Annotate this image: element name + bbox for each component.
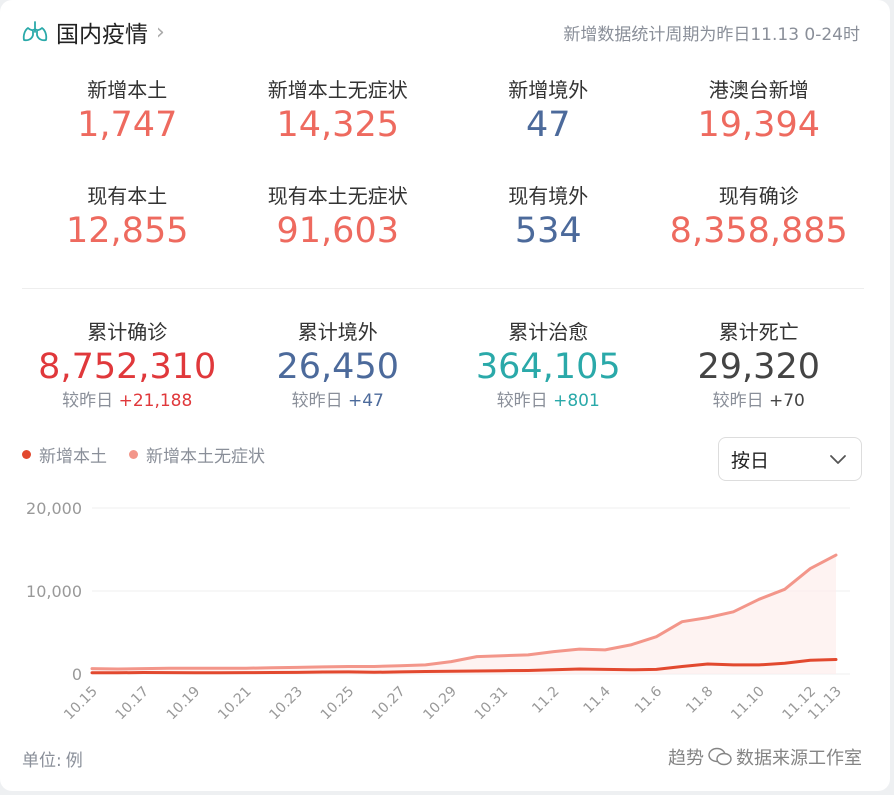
stat-value: 1,747	[77, 105, 178, 145]
x-tick-label: 10.23	[266, 684, 306, 724]
chevron-right-icon[interactable]: ›	[156, 19, 165, 45]
stat-label: 新增境外	[508, 78, 589, 102]
chart-legend: 新增本土 新增本土无症状	[22, 442, 287, 467]
series-line-new-local	[90, 658, 838, 675]
divider	[22, 288, 864, 289]
stat-label: 现有本土无症状	[267, 184, 408, 208]
stat-label: 累计治愈	[508, 320, 589, 344]
legend-label: 新增本土	[39, 447, 107, 467]
stat-value: 12,855	[66, 211, 189, 251]
stats-row-cumulative: 累计确诊 8,752,310 较昨日 +21,188 累计境外 26,450 较…	[22, 318, 864, 412]
page-title[interactable]: 国内疫情	[56, 22, 148, 48]
stat-value: 26,450	[276, 347, 399, 387]
stat-value: 91,603	[276, 211, 399, 251]
wechat-icon	[708, 747, 732, 766]
stat-total-imported: 累计境外 26,450 较昨日 +47	[233, 318, 444, 412]
trend-chart: 0 10,000 20,000 10.15 10.17 10.19 10.21 10.23 10…	[26, 499, 850, 724]
stat-total-deaths: 累计死亡 29,320 较昨日 +70	[654, 318, 865, 412]
stat-current-local: 现有本土 12,855	[22, 182, 233, 254]
x-tick-label: 10.27	[369, 684, 409, 724]
x-tick-label: 10.19	[164, 684, 204, 724]
lung-icon	[22, 21, 48, 42]
stat-label: 累计境外	[297, 320, 378, 344]
stat-label: 累计死亡	[718, 320, 799, 344]
x-tick-label: 10.29	[420, 684, 460, 724]
legend-label: 新增本土无症状	[146, 447, 265, 467]
stat-value: 364,105	[475, 347, 621, 387]
stat-label: 现有境外	[508, 184, 589, 208]
series-line-new-local-asymptomatic	[90, 553, 838, 671]
stats-row-new: 新增本土 1,747 新增本土无症状 14,325 新增境外 47 港澳台新增 …	[22, 76, 864, 148]
x-tick-label: 10.25	[318, 684, 358, 724]
unit-label: 单位: 例	[22, 751, 83, 771]
stat-label: 港澳台新增	[708, 78, 809, 102]
stat-total-cured: 累计治愈 364,105 较昨日 +801	[443, 318, 654, 412]
stat-label: 新增本土	[87, 78, 168, 102]
x-tick-label: 10.17	[112, 684, 152, 724]
chevron-down-icon	[830, 455, 846, 464]
stat-label: 现有本土	[87, 184, 168, 208]
x-tick-label: 10.31	[472, 684, 512, 724]
stat-current-imported: 现有境外 534	[443, 182, 654, 254]
legend-item[interactable]: 新增本土无症状	[129, 442, 265, 467]
watermark: 趋势 数据来源工作室	[668, 747, 862, 769]
stat-compare: 较昨日 +801	[496, 391, 600, 411]
stat-delta: +47	[348, 391, 384, 411]
stat-total-confirmed: 累计确诊 8,752,310 较昨日 +21,188	[22, 318, 233, 412]
stat-compare: 较昨日 +70	[712, 391, 805, 411]
stat-value: 19,394	[697, 105, 820, 145]
card-header: 国内疫情 › 新增数据统计周期为昨日11.13 0-24时	[22, 14, 860, 50]
stat-value: 8,752,310	[38, 347, 217, 387]
stat-value: 47	[525, 105, 571, 145]
stat-delta: +21,188	[118, 391, 193, 411]
period-note: 新增数据统计周期为昨日11.13 0-24时	[563, 24, 860, 45]
stat-current-confirmed: 现有确诊 8,358,885	[654, 182, 865, 254]
legend-dot	[129, 450, 138, 459]
stat-value: 8,358,885	[669, 211, 848, 251]
stat-delta: +801	[553, 391, 600, 411]
x-tick-label: 11.2	[529, 684, 562, 717]
stat-value: 29,320	[697, 347, 820, 387]
stat-compare: 较昨日 +21,188	[62, 391, 193, 411]
period-select-value: 按日	[731, 449, 770, 472]
series-area	[92, 555, 836, 674]
stats-row-current: 现有本土 12,855 现有本土无症状 91,603 现有境外 534 现有确诊…	[22, 182, 864, 254]
stat-compare: 较昨日 +47	[291, 391, 384, 411]
x-tick-label: 11.4	[581, 683, 614, 716]
legend-item[interactable]: 新增本土	[22, 442, 107, 467]
y-tick-label: 20,000	[26, 499, 82, 518]
stat-label: 新增本土无症状	[267, 78, 408, 102]
legend-dot	[22, 450, 31, 459]
stat-delta: +70	[769, 391, 805, 411]
stat-current-local-asymptomatic: 现有本土无症状 91,603	[233, 182, 444, 254]
x-tick-label: 10.15	[61, 684, 101, 724]
period-select[interactable]: 按日	[718, 437, 862, 481]
stat-new-local-asymptomatic: 新增本土无症状 14,325	[233, 76, 444, 148]
x-tick-label: 11.8	[683, 684, 716, 717]
stat-value: 14,325	[276, 105, 399, 145]
x-tick-label: 11.6	[632, 683, 665, 716]
stat-new-hk-macau-tw: 港澳台新增 19,394	[654, 76, 865, 148]
stat-label: 累计确诊	[87, 320, 168, 344]
stat-label: 现有确诊	[718, 184, 799, 208]
y-tick-label: 10,000	[26, 582, 82, 601]
x-tick-label: 10.21	[215, 684, 255, 724]
stat-new-imported: 新增境外 47	[443, 76, 654, 148]
stat-new-local: 新增本土 1,747	[22, 76, 233, 148]
x-tick-label: 11.10	[728, 684, 768, 724]
y-tick-label: 0	[72, 665, 82, 684]
stat-value: 534	[514, 211, 582, 251]
